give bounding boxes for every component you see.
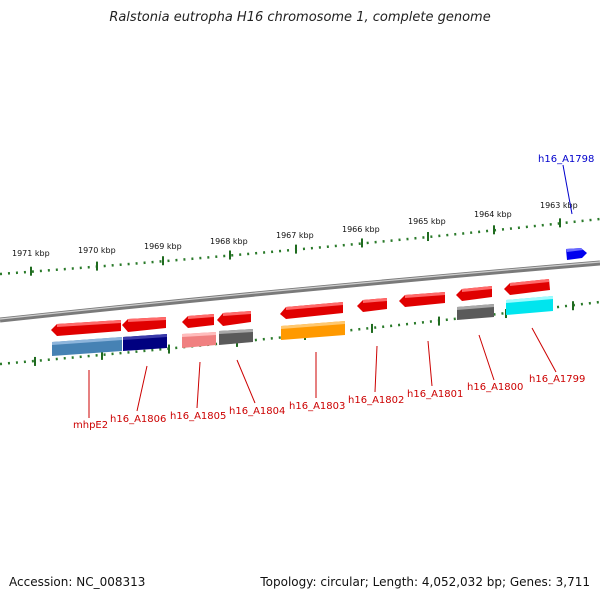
leader-lines — [88, 327, 557, 418]
kbp-label: 1967 kbp — [276, 231, 314, 240]
kbp-label: 1964 kbp — [474, 210, 512, 219]
ruler-upper-ticks — [30, 218, 561, 276]
gene-h16-A1806[interactable] — [122, 317, 166, 332]
gene-h16-A1802[interactable] — [357, 298, 387, 312]
gene-label-h16-A1801[interactable]: h16_A1801 — [407, 389, 463, 400]
category-box-grey — [219, 329, 253, 345]
accession-text: Accession: NC_008313 — [9, 575, 146, 589]
category-box-cyan — [506, 296, 553, 315]
topology-text: Topology: circular; Length: 4,052,032 bp… — [260, 575, 590, 589]
kbp-label: 1966 kbp — [342, 225, 380, 234]
kbp-label: 1971 kbp — [12, 249, 50, 258]
gene-mhpE2[interactable] — [51, 320, 121, 336]
gene-label-h16-A1802[interactable]: h16_A1802 — [348, 395, 404, 406]
gene-label-h16-A1798[interactable]: h16_A1798 — [538, 154, 594, 165]
map-title: Ralstonia eutropha H16 chromosome 1, com… — [109, 10, 491, 25]
category-box-steelblue — [52, 337, 122, 356]
category-box-orange — [281, 321, 345, 340]
kbp-label: 1968 kbp — [210, 237, 248, 246]
gene-h16-A1804[interactable] — [217, 311, 251, 326]
gene-label-h16-A1805[interactable]: h16_A1805 — [170, 411, 226, 422]
gene-h16-A1801[interactable] — [399, 292, 445, 307]
kbp-label: 1965 kbp — [408, 217, 446, 226]
category-box-navy — [123, 334, 167, 351]
gene-label-h16-A1803[interactable]: h16_A1803 — [289, 401, 345, 412]
gene-label-h16-A1799[interactable]: h16_A1799 — [529, 374, 585, 385]
gene-label-h16-A1806[interactable]: h16_A1806 — [110, 414, 166, 425]
gene-h16-A1798[interactable] — [566, 248, 587, 260]
gene-h16-A1799[interactable] — [504, 279, 550, 295]
gene-label-mhpE2[interactable]: mhpE2 — [73, 420, 108, 431]
leader-h16-A1798 — [562, 164, 573, 215]
category-box-salmon — [182, 332, 216, 348]
chromosome-backbone — [0, 260, 600, 323]
gene-label-h16-A1804[interactable]: h16_A1804 — [229, 406, 285, 417]
gene-h16-A1803[interactable] — [280, 302, 343, 319]
kbp-label: 1969 kbp — [144, 242, 182, 251]
gene-label-h16-A1800[interactable]: h16_A1800 — [467, 382, 523, 393]
kbp-label: 1970 kbp — [78, 246, 116, 255]
gene-h16-A1805[interactable] — [182, 314, 214, 328]
category-box-grey — [457, 304, 494, 320]
gene-h16-A1800[interactable] — [456, 286, 492, 301]
kbp-label: 1963 kbp — [540, 201, 578, 210]
chromosome-backbone-highlight — [0, 261, 600, 320]
